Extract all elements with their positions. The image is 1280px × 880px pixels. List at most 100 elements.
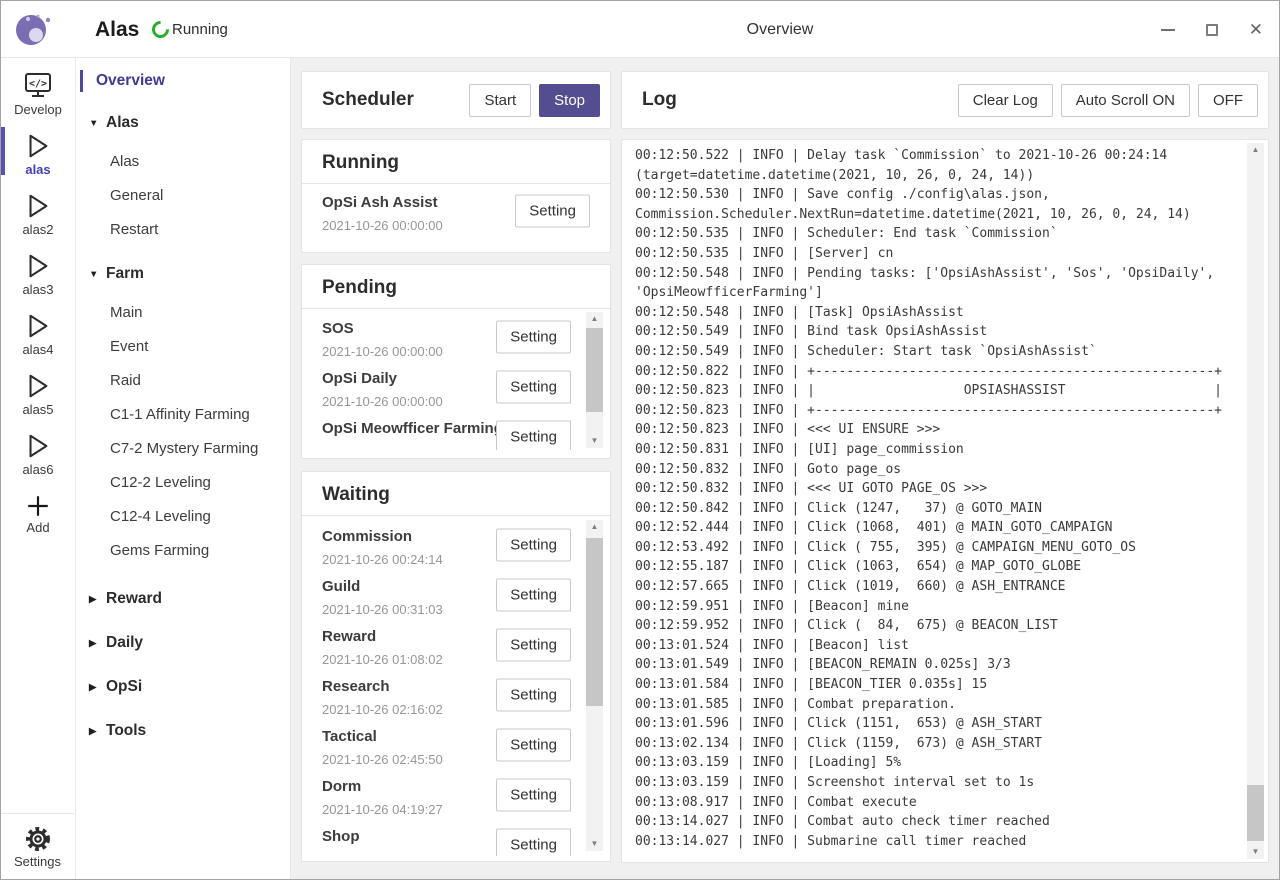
maximize-icon[interactable] xyxy=(1205,23,1218,36)
nav-group-opsi[interactable]: ▶ OpSi xyxy=(76,674,290,700)
task-row: OpSi Meowfficer Farming Setting xyxy=(322,412,594,450)
sidebar-item-develop[interactable]: </> Develop xyxy=(1,64,75,124)
window-controls: ✕ xyxy=(1160,1,1263,58)
setting-button[interactable]: Setting xyxy=(496,528,571,562)
nav-group-farm[interactable]: ▼ Farm xyxy=(76,261,290,287)
pending-scrollbar[interactable]: ▲ ▼ xyxy=(586,312,603,448)
nav-group-label: Alas xyxy=(106,114,139,131)
waiting-title: Waiting xyxy=(322,484,390,505)
sidebar-item-label: alas4 xyxy=(22,342,54,357)
auto-scroll-on-button[interactable]: Auto Scroll ON xyxy=(1060,83,1190,117)
scrollbar-thumb[interactable] xyxy=(586,538,603,706)
status-label: Running xyxy=(172,21,228,38)
nav-item-restart[interactable]: Restart xyxy=(110,221,159,238)
sidebar-item-settings[interactable]: Settings xyxy=(1,813,74,879)
nav-item-general[interactable]: General xyxy=(110,187,164,204)
nav-item-c12-2-leveling[interactable]: C12-2 Leveling xyxy=(110,474,211,491)
sidebar-item-label: alas3 xyxy=(22,282,54,297)
setting-button[interactable]: Setting xyxy=(496,628,571,662)
sidebar-item-alas5[interactable]: alas5 xyxy=(1,364,75,424)
scheduler-title: Scheduler xyxy=(322,89,414,110)
setting-button[interactable]: Setting xyxy=(496,778,571,812)
setting-button[interactable]: Setting xyxy=(496,420,571,450)
task-time: 2021-10-26 00:24:14 xyxy=(322,552,443,567)
setting-button[interactable]: Setting xyxy=(496,678,571,712)
sidebar-item-alas4[interactable]: alas4 xyxy=(1,304,75,364)
pending-card: Pending SOS 2021-10-26 00:00:00 Setting … xyxy=(301,264,611,459)
log-title: Log xyxy=(642,89,677,110)
nav-item-raid[interactable]: Raid xyxy=(110,372,141,389)
nav-item-label: Overview xyxy=(96,72,165,89)
task-time: 2021-10-26 02:45:50 xyxy=(322,752,443,767)
scrollbar-thumb[interactable] xyxy=(1247,785,1264,841)
scroll-down-icon[interactable]: ▼ xyxy=(590,436,599,445)
task-row: Dorm 2021-10-26 04:19:27 Setting xyxy=(322,770,594,820)
task-name: Tactical xyxy=(322,728,377,745)
play-icon xyxy=(29,134,48,158)
nav-item-gems-farming[interactable]: Gems Farming xyxy=(110,542,210,559)
sidebar-item-label: alas6 xyxy=(22,462,54,477)
play-icon xyxy=(29,314,48,338)
task-name: Commission xyxy=(322,528,413,545)
task-name: OpSi Daily xyxy=(322,370,398,387)
scheduler-status: Running xyxy=(148,1,228,58)
nav-item-c12-4-leveling[interactable]: C12-4 Leveling xyxy=(110,508,211,525)
scroll-up-icon[interactable]: ▲ xyxy=(590,314,599,323)
sidebar-item-add[interactable]: Add xyxy=(1,484,75,544)
log-scrollbar[interactable]: ▲ ▼ xyxy=(1247,143,1264,859)
waiting-scrollbar[interactable]: ▲ ▼ xyxy=(586,520,603,851)
start-button[interactable]: Start xyxy=(469,83,532,117)
play-icon xyxy=(29,374,48,398)
task-name: OpSi Ash Assist xyxy=(322,194,438,211)
auto-scroll-off-button[interactable]: OFF xyxy=(1198,83,1258,117)
nav-group-label: OpSi xyxy=(106,678,143,695)
nav-item-event[interactable]: Event xyxy=(110,338,149,355)
sidebar-item-alas3[interactable]: alas3 xyxy=(1,244,75,304)
nav-item-overview[interactable]: Overview xyxy=(76,66,290,96)
task-name: OpSi Meowfficer Farming xyxy=(322,420,503,437)
nav-item-c7-2-mystery-farming[interactable]: C7-2 Mystery Farming xyxy=(110,440,259,457)
scroll-up-icon[interactable]: ▲ xyxy=(590,522,599,531)
clear-log-button[interactable]: Clear Log xyxy=(957,83,1053,117)
nav-group-alas[interactable]: ▼ Alas xyxy=(76,110,290,136)
scroll-down-icon[interactable]: ▼ xyxy=(590,839,599,848)
setting-button[interactable]: Setting xyxy=(496,828,571,856)
running-task-list: OpSi Ash Assist 2021-10-26 00:00:00 Sett… xyxy=(322,186,590,248)
task-name: Dorm xyxy=(322,778,362,795)
top-bar: Alas Running Overview ✕ xyxy=(1,1,1279,58)
nav-group-label: Reward xyxy=(106,590,162,607)
sidebar-item-alas6[interactable]: alas6 xyxy=(1,424,75,484)
task-name: Shop xyxy=(322,828,360,845)
plus-icon xyxy=(28,496,48,516)
setting-button[interactable]: Setting xyxy=(496,370,571,404)
stop-button[interactable]: Stop xyxy=(539,83,600,117)
running-title: Running xyxy=(322,152,400,173)
setting-button[interactable]: Setting xyxy=(496,320,571,354)
nav-group-label: Farm xyxy=(106,265,144,282)
chevron-down-icon: ▼ xyxy=(89,118,99,129)
sidebar-item-alas2[interactable]: alas2 xyxy=(1,184,75,244)
log-output: 00:12:50.522 | INFO | Delay task `Commis… xyxy=(635,148,1222,849)
setting-button[interactable]: Setting xyxy=(496,578,571,612)
task-time: 2021-10-26 00:00:00 xyxy=(322,344,443,359)
close-icon[interactable]: ✕ xyxy=(1248,20,1263,39)
scroll-down-icon[interactable]: ▼ xyxy=(1251,847,1260,856)
nav-group-tools[interactable]: ▶ Tools xyxy=(76,718,290,744)
scroll-up-icon[interactable]: ▲ xyxy=(1251,145,1260,154)
setting-button[interactable]: Setting xyxy=(515,194,590,228)
scrollbar-thumb[interactable] xyxy=(586,328,603,412)
nav-item-main[interactable]: Main xyxy=(110,304,143,321)
nav-group-daily[interactable]: ▶ Daily xyxy=(76,630,290,656)
nav-group-reward[interactable]: ▶ Reward xyxy=(76,586,290,612)
task-row: Guild 2021-10-26 00:31:03 Setting xyxy=(322,570,594,620)
play-icon xyxy=(29,254,48,278)
nav-item-c1-1-affinity-farming[interactable]: C1-1 Affinity Farming xyxy=(110,406,250,423)
setting-button[interactable]: Setting xyxy=(496,728,571,762)
task-name: Reward xyxy=(322,628,377,645)
sidebar-item-alas[interactable]: alas xyxy=(1,124,75,184)
task-row: OpSi Daily 2021-10-26 00:00:00 Setting xyxy=(322,362,594,412)
svg-text:</>: </> xyxy=(29,79,47,90)
minimize-icon[interactable] xyxy=(1160,28,1175,31)
nav-item-alas[interactable]: Alas xyxy=(110,153,140,170)
